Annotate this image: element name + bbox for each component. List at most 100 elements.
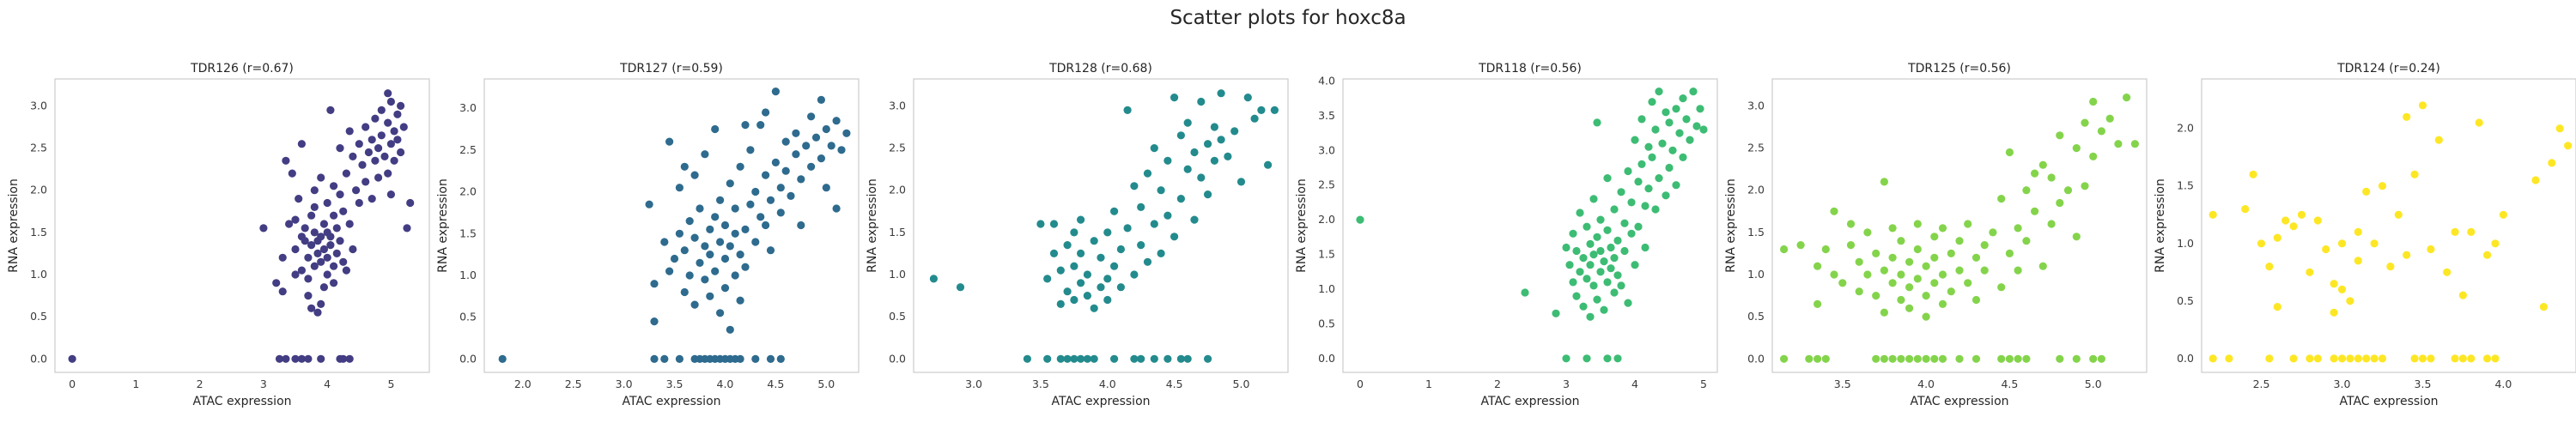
- data-point: [736, 296, 744, 305]
- y-tick-label: 3.0: [30, 99, 47, 112]
- y-tick-label: 0.5: [1318, 317, 1335, 329]
- data-point: [368, 136, 376, 144]
- data-point: [386, 97, 395, 106]
- data-point: [2418, 354, 2427, 363]
- data-point: [1236, 178, 1246, 186]
- data-point: [1955, 266, 1964, 275]
- data-point: [2475, 118, 2483, 127]
- data-point: [1897, 270, 1905, 279]
- data-point: [1603, 226, 1612, 234]
- data-point: [807, 162, 816, 171]
- data-point: [1163, 354, 1172, 363]
- data-point: [1814, 262, 1822, 270]
- data-point: [1980, 241, 1989, 250]
- data-point: [336, 190, 344, 199]
- data-point: [1989, 228, 1997, 237]
- data-point: [1888, 279, 1897, 287]
- data-point: [313, 308, 322, 317]
- data-point: [726, 179, 734, 188]
- data-point: [1090, 304, 1098, 312]
- data-point: [2081, 182, 2089, 190]
- data-point: [762, 221, 770, 230]
- data-point: [291, 215, 300, 224]
- data-point: [2072, 144, 2081, 153]
- data-point: [1617, 188, 1625, 196]
- data-point: [1077, 279, 1085, 287]
- data-point: [1922, 292, 1930, 300]
- data-point: [2418, 101, 2427, 110]
- data-point: [751, 187, 760, 196]
- plot-frame: [54, 78, 430, 373]
- data-point: [1210, 156, 1218, 165]
- data-point: [2337, 354, 2347, 363]
- data-point: [1838, 279, 1847, 287]
- scatter-points: [929, 89, 1279, 363]
- data-point: [1620, 219, 1629, 227]
- data-point: [1888, 224, 1897, 233]
- data-point: [1070, 262, 1078, 270]
- subplot-title: TDR124 (r=0.24): [2336, 62, 2440, 76]
- data-point: [1814, 354, 1822, 363]
- data-point: [1880, 354, 1888, 363]
- x-tick-label: 4.0: [2494, 378, 2512, 390]
- data-point: [1780, 245, 1789, 254]
- scatter-points: [68, 89, 415, 363]
- data-point: [1846, 241, 1856, 250]
- data-point: [1143, 169, 1152, 178]
- data-point: [380, 152, 389, 160]
- data-point: [1204, 190, 1212, 199]
- data-point: [1600, 257, 1608, 266]
- data-point: [766, 246, 775, 255]
- data-point: [1805, 354, 1814, 363]
- data-point: [736, 354, 744, 363]
- data-point: [1589, 281, 1598, 290]
- data-point: [1610, 288, 1619, 297]
- data-point: [310, 262, 319, 270]
- data-point: [1997, 195, 2006, 203]
- data-point: [2123, 94, 2131, 102]
- data-point: [716, 238, 725, 246]
- data-point: [746, 200, 755, 208]
- y-tick-label: 3.0: [889, 99, 906, 112]
- data-point: [1593, 118, 1601, 127]
- data-point: [1176, 195, 1185, 203]
- data-point: [1672, 181, 1680, 190]
- data-point: [301, 237, 309, 245]
- data-point: [2056, 198, 2064, 208]
- data-point: [1644, 142, 1653, 151]
- data-point: [706, 225, 714, 233]
- data-point: [339, 207, 348, 215]
- data-point: [1624, 166, 1632, 176]
- data-point: [1634, 222, 1643, 231]
- data-point: [371, 114, 380, 123]
- y-tick-label: 3.0: [459, 101, 477, 114]
- data-point: [1056, 299, 1065, 308]
- data-point: [1938, 270, 1947, 279]
- data-point: [1651, 125, 1660, 134]
- data-point: [1583, 354, 1591, 363]
- data-point: [1913, 245, 1922, 254]
- data-point: [397, 148, 405, 157]
- data-point: [393, 136, 402, 144]
- data-point: [307, 304, 316, 312]
- y-tick-label: 0.0: [889, 352, 906, 365]
- data-point: [1655, 88, 1663, 96]
- data-point: [390, 156, 398, 165]
- data-point: [1897, 237, 1905, 245]
- x-tick-label: 0: [69, 378, 76, 390]
- data-point: [650, 354, 659, 363]
- data-point: [1150, 144, 1158, 153]
- data-point: [690, 300, 699, 309]
- data-point: [2354, 257, 2362, 265]
- data-point: [1607, 243, 1615, 252]
- data-point: [2330, 308, 2338, 317]
- data-point: [1796, 241, 1805, 250]
- data-point: [397, 101, 405, 110]
- data-point: [272, 279, 281, 287]
- data-point: [1043, 275, 1052, 283]
- data-point: [313, 249, 322, 257]
- data-point: [2005, 148, 2014, 157]
- data-point: [1130, 270, 1139, 279]
- data-point: [1150, 220, 1158, 228]
- data-point: [364, 148, 373, 157]
